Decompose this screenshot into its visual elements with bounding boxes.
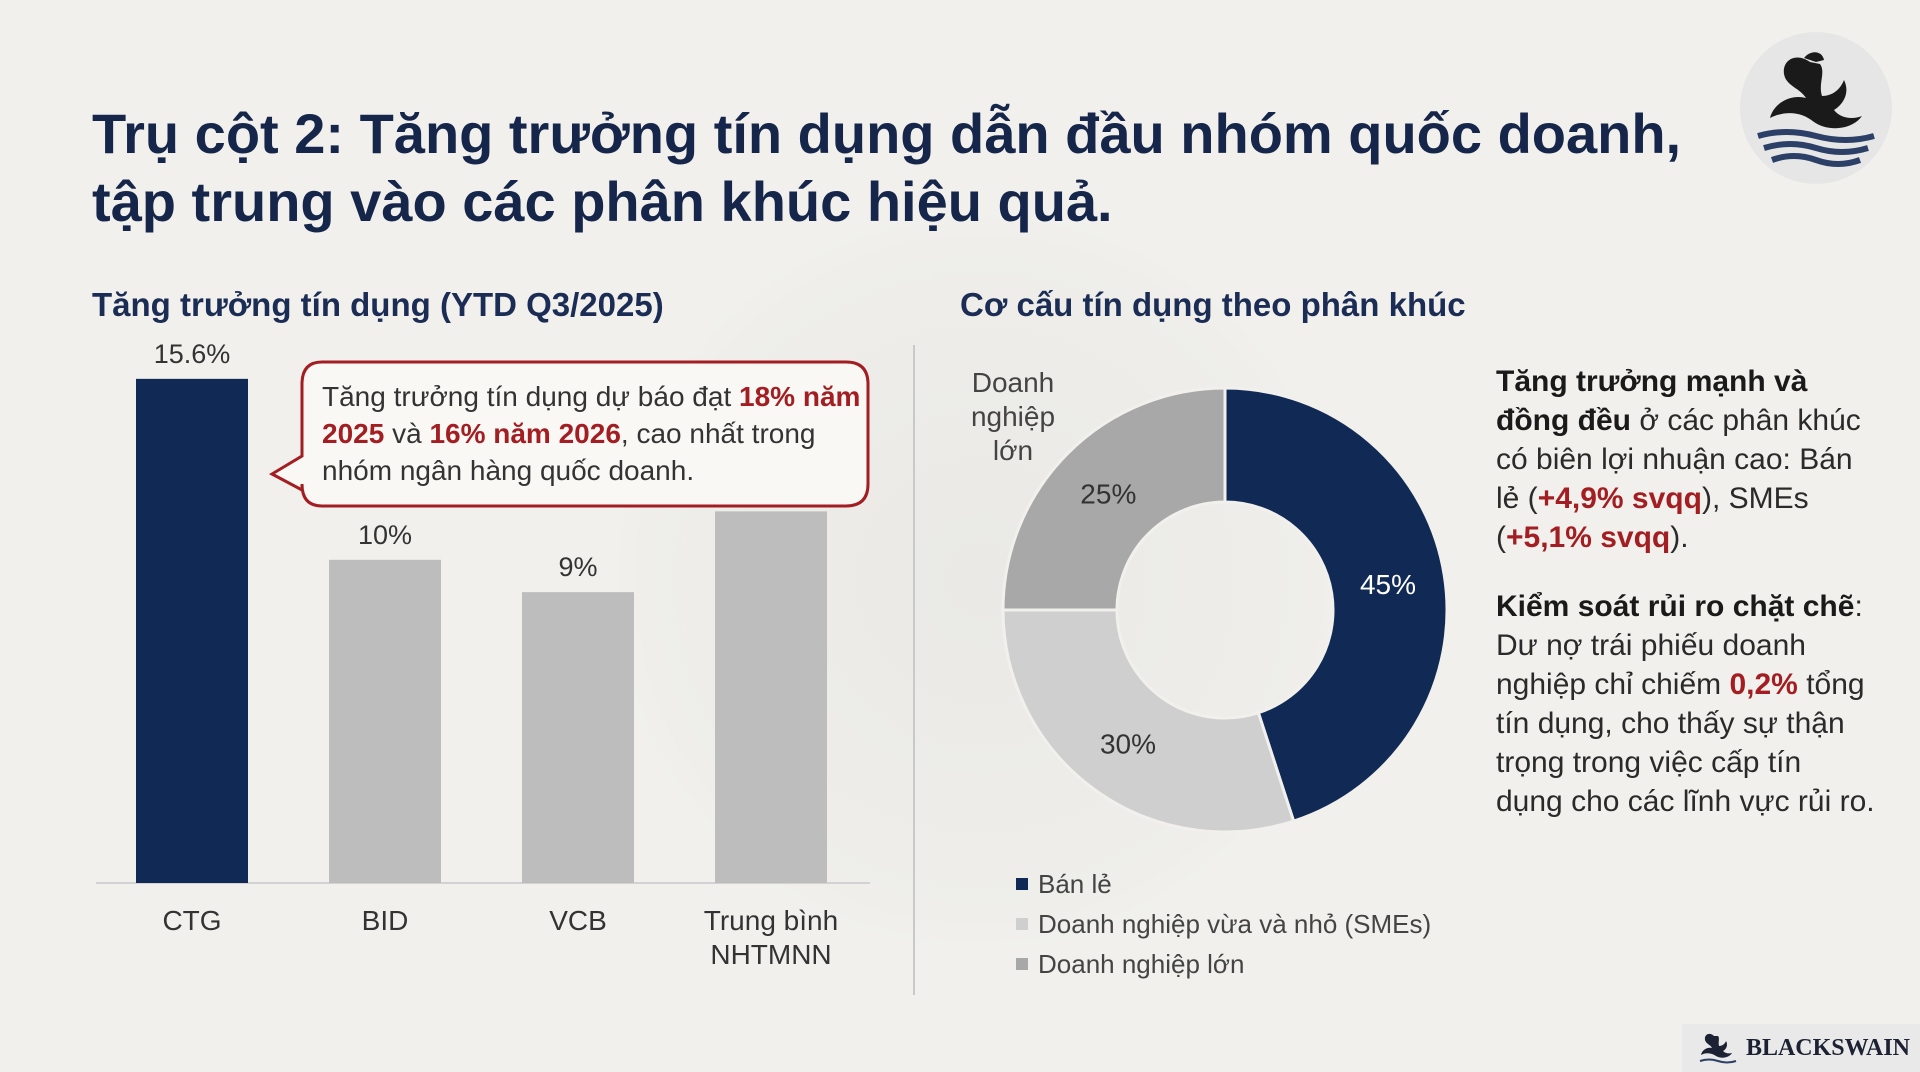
bar-category-label: BID bbox=[362, 905, 409, 936]
legend-swatch bbox=[1016, 918, 1028, 930]
legend-label: Doanh nghiệp lớn bbox=[1038, 948, 1245, 979]
bar-trung-bình-nhtmnn bbox=[715, 511, 827, 883]
bar-value-label: 15.6% bbox=[154, 339, 231, 369]
donut-legend: Bán lẻ Doanh nghiệp vừa và nhỏ (SMEs) Doan… bbox=[1016, 864, 1431, 984]
brand-badge: BLACKSWAIN bbox=[1682, 1024, 1920, 1072]
donut-outer-label: Doanh bbox=[972, 367, 1055, 398]
legend-label: Doanh nghiệp vừa và nhỏ (SMEs) bbox=[1038, 908, 1432, 939]
donut-value-label: 45% bbox=[1360, 569, 1416, 600]
callout-highlight-2026: 16% năm 2026 bbox=[429, 418, 621, 449]
bar-bid bbox=[329, 559, 441, 883]
note-growth-heading: Tăng trưởng mạnh và đồng đều bbox=[1496, 365, 1808, 437]
bar-vcb bbox=[522, 592, 634, 883]
note-bond-share: 0,2% bbox=[1729, 668, 1798, 701]
legend-swatch bbox=[1016, 958, 1028, 970]
note-risk-text-1: : Dư nợ trái phiếu doanh nghiệp chỉ chiế… bbox=[1496, 590, 1863, 701]
donut-slice-2 bbox=[1001, 608, 1296, 834]
note-growth-text: ở các phân khúc có biên lợi nhuận cao: B… bbox=[1496, 404, 1861, 515]
donut-slice-3 bbox=[1001, 386, 1227, 612]
bar-chart-title: Tăng trưởng tín dụng (YTD Q3/2025) bbox=[92, 286, 664, 323]
legend-item: Bán lẻ bbox=[1016, 864, 1431, 904]
black-swan-logo bbox=[1740, 32, 1892, 184]
note-risk-heading: Kiểm soát rủi ro chặt chẽ bbox=[1496, 590, 1855, 623]
swan-icon bbox=[1699, 1033, 1737, 1064]
donut-value-label: 25% bbox=[1080, 478, 1136, 509]
bar-value-label: 9% bbox=[558, 552, 597, 582]
note-sme-growth: +5,1% svqq bbox=[1506, 521, 1671, 554]
legend-label: Bán lẻ bbox=[1038, 868, 1112, 899]
donut-chart-title: Cơ cấu tín dụng theo phân khúc bbox=[960, 286, 1466, 323]
bar-category-label: NHTMNN bbox=[710, 939, 831, 970]
callout-text: Tăng trưởng tín dụng dự báo đạt 18% năm … bbox=[322, 378, 862, 489]
note-risk-text-2: tổng tín dụng, cho thấy sự thận trọng tr… bbox=[1496, 668, 1875, 818]
title-line-2: tập trung vào các phân khúc hiệu quả. bbox=[92, 170, 1113, 233]
bar-value-label: 10% bbox=[358, 520, 412, 550]
donut-outer-label: nghiệp bbox=[971, 401, 1055, 432]
donut-outer-label: lớn bbox=[993, 435, 1033, 466]
callout-part-2: và bbox=[384, 418, 430, 449]
donut-value-label: 30% bbox=[1100, 728, 1156, 759]
side-notes: Tăng trưởng mạnh và đồng đều ở các phân … bbox=[1496, 362, 1876, 851]
bar-category-label: Trung bình bbox=[704, 905, 838, 936]
page-title: Trụ cột 2: Tăng trưởng tín dụng dẫn đầu … bbox=[92, 100, 1692, 236]
bar-category-label: CTG bbox=[162, 905, 221, 936]
black-swan-icon bbox=[1757, 52, 1875, 167]
callout-part-3: , cao nhất trong nhóm ngân hàng quốc doa… bbox=[322, 418, 816, 486]
legend-swatch bbox=[1016, 878, 1028, 890]
note-growth-mid: ), SMEs ( bbox=[1496, 482, 1809, 554]
callout-bubble bbox=[268, 360, 870, 508]
panel-divider bbox=[913, 345, 915, 995]
legend-item: Doanh nghiệp lớn bbox=[1016, 944, 1431, 984]
note-growth-end: ). bbox=[1670, 521, 1689, 554]
bar-category-label: VCB bbox=[549, 905, 607, 936]
legend-item: Doanh nghiệp vừa và nhỏ (SMEs) bbox=[1016, 904, 1431, 944]
callout-part-1: Tăng trưởng tín dụng dự báo đạt bbox=[322, 381, 740, 412]
note-retail-growth: +4,9% svqq bbox=[1537, 482, 1702, 515]
donut-slice-1 bbox=[1223, 386, 1449, 824]
note-risk: Kiểm soát rủi ro chặt chẽ: Dư nợ trái ph… bbox=[1496, 587, 1876, 821]
brand-name: BLACKSWAIN bbox=[1745, 1034, 1910, 1061]
callout-highlight-2025: 18% năm 2025 bbox=[322, 381, 861, 449]
note-growth: Tăng trưởng mạnh và đồng đều ở các phân … bbox=[1496, 362, 1876, 557]
bar-ctg bbox=[136, 378, 248, 883]
title-line-1: Trụ cột 2: Tăng trưởng tín dụng dẫn đầu … bbox=[92, 102, 1682, 165]
